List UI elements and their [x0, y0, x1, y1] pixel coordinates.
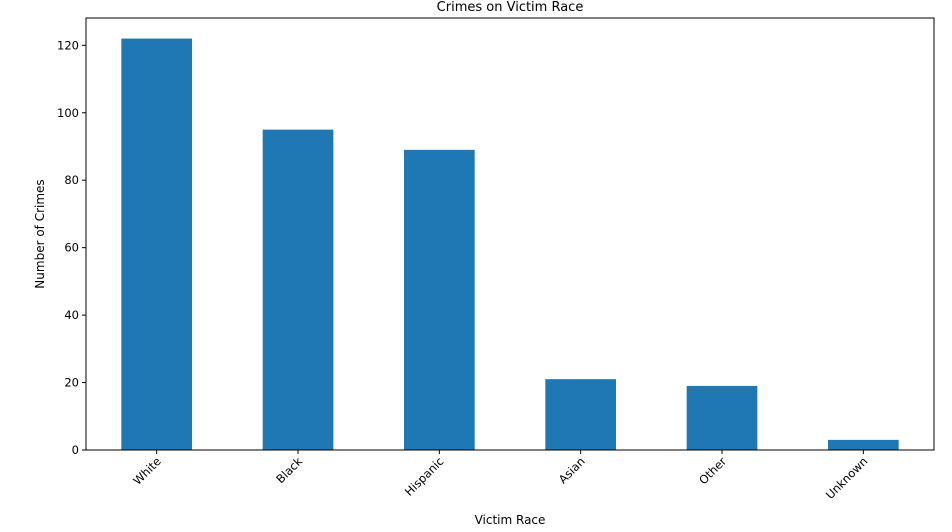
bars-group [121, 38, 899, 450]
x-tick-label-asian: Asian [556, 454, 588, 486]
bar-unknown [828, 439, 899, 450]
x-tick-label-white: White [130, 454, 164, 488]
y-tick-label: 40 [64, 308, 79, 322]
x-tick-label-hispanic: Hispanic [402, 454, 447, 499]
x-axis-ticks: White Black Hispanic Asian Other Unknown [130, 450, 870, 502]
y-axis-label: Number of Crimes [33, 179, 47, 288]
y-tick-label: 80 [64, 173, 79, 187]
bar-black [262, 129, 334, 450]
chart-title: Crimes on Victim Race [437, 0, 584, 15]
bar-asian [545, 379, 616, 450]
y-tick-label: 120 [57, 38, 79, 52]
bar-other [686, 385, 758, 450]
y-tick-label: 100 [57, 106, 79, 120]
x-axis-label: Victim Race [475, 513, 546, 527]
plot-frame [85, 17, 935, 451]
bar-hispanic [404, 149, 475, 450]
y-tick-label: 60 [64, 241, 79, 255]
y-tick-label: 20 [64, 376, 79, 390]
x-tick-label-other: Other [696, 454, 729, 487]
x-tick-label-black: Black [273, 454, 305, 486]
y-axis-ticks: 0 20 40 60 80 100 120 [57, 38, 86, 457]
y-tick-label: 0 [72, 443, 79, 457]
x-tick-label-unknown: Unknown [823, 454, 871, 502]
bar-white [121, 38, 192, 450]
